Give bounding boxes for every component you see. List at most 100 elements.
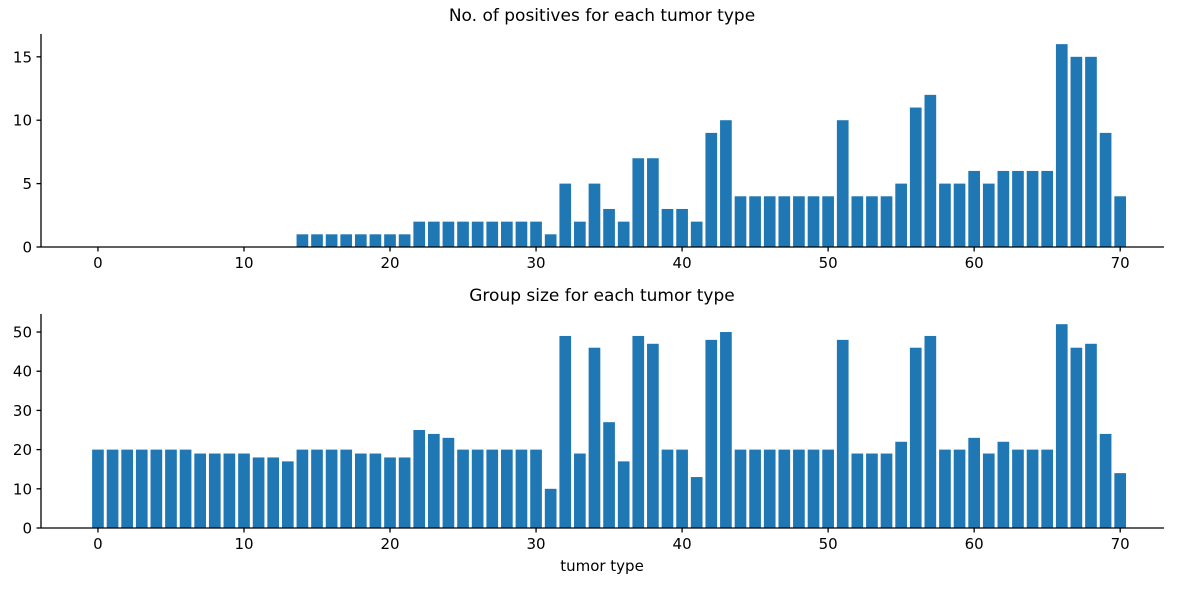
bar (734, 449, 747, 528)
bar (92, 449, 104, 528)
bar (749, 196, 761, 247)
bar (559, 183, 572, 247)
bar (501, 449, 513, 528)
x-tick-label: 50 (819, 535, 838, 553)
bar (442, 437, 455, 528)
bar (909, 107, 922, 247)
bar (311, 449, 323, 528)
bar (997, 170, 1010, 247)
bar (661, 208, 674, 247)
x-tick-label: 30 (527, 535, 546, 553)
x-tick-label: 10 (234, 535, 253, 553)
bar (778, 196, 791, 247)
bar (749, 449, 761, 528)
bar (1085, 343, 1097, 528)
y-tick-label: 50 (13, 324, 32, 342)
bar (851, 453, 864, 528)
bar (982, 453, 995, 528)
bar (939, 183, 951, 247)
bar (895, 441, 907, 528)
top-chart-title: No. of positives for each tumor type (448, 6, 756, 26)
bar (953, 183, 966, 247)
bar (1026, 170, 1039, 247)
bar (763, 196, 776, 247)
bar (1085, 56, 1097, 247)
bar (690, 221, 703, 247)
bar (457, 449, 469, 528)
bar (252, 457, 265, 528)
bar (1012, 449, 1024, 528)
bar (603, 422, 615, 528)
bar (720, 332, 732, 528)
x-tick-label: 30 (527, 254, 546, 272)
bar (1114, 196, 1127, 247)
bar (413, 221, 426, 247)
bar (588, 347, 601, 528)
bar (106, 449, 119, 528)
bar (924, 335, 937, 528)
bar (194, 453, 207, 528)
bar (1012, 170, 1024, 247)
bar (354, 453, 367, 528)
bar (398, 234, 411, 247)
bottom-chart-title: Group size for each tumor type (469, 286, 735, 306)
bar (617, 221, 630, 247)
y-tick-label: 0 (22, 520, 32, 538)
bar (530, 221, 542, 247)
bar (836, 339, 849, 528)
bar (1055, 44, 1068, 247)
bar (121, 449, 133, 528)
bar (1070, 56, 1083, 247)
bar (442, 221, 455, 247)
x-tick-label: 70 (1111, 535, 1130, 553)
bar (486, 449, 499, 528)
bar (836, 120, 849, 247)
bar (822, 196, 834, 247)
bar (968, 170, 980, 247)
bar (398, 457, 411, 528)
bar (632, 335, 645, 528)
bar (880, 453, 893, 528)
bar (866, 453, 878, 528)
bar (544, 488, 557, 528)
bar (267, 457, 280, 528)
bar (1041, 449, 1054, 528)
bar (1099, 433, 1112, 528)
y-tick-label: 30 (13, 402, 32, 420)
bar (647, 343, 659, 528)
bar (1041, 170, 1054, 247)
bar (150, 449, 163, 528)
y-tick-label: 15 (13, 48, 32, 66)
bar (924, 94, 937, 247)
bar (471, 449, 484, 528)
bar (720, 120, 732, 247)
bar (486, 221, 499, 247)
bar (661, 449, 674, 528)
bar (968, 437, 980, 528)
bar (515, 449, 528, 528)
bar (515, 221, 528, 247)
bar (793, 196, 805, 247)
y-tick-label: 10 (13, 480, 32, 498)
bar (325, 449, 338, 528)
x-tick-label: 50 (819, 254, 838, 272)
bar (1114, 473, 1127, 528)
bar (457, 221, 469, 247)
bar (413, 430, 426, 528)
y-tick-label: 0 (22, 239, 32, 257)
bar (705, 339, 718, 528)
bar (1099, 132, 1112, 247)
bar (544, 234, 557, 247)
bar (1026, 449, 1039, 528)
bar (880, 196, 893, 247)
bar (135, 449, 148, 528)
bar (734, 196, 747, 247)
x-tick-label: 0 (93, 535, 103, 553)
x-tick-label: 70 (1111, 254, 1130, 272)
bar (354, 234, 367, 247)
bar (807, 196, 820, 247)
bar (471, 221, 484, 247)
bar (647, 158, 659, 247)
bar (909, 347, 922, 528)
